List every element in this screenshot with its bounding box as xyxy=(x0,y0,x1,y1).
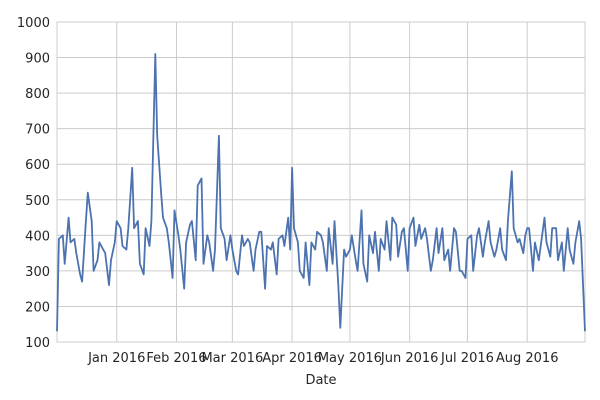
x-tick-label: Apr 2016 xyxy=(262,351,322,366)
x-tick-label: Jun 2016 xyxy=(380,351,439,366)
plot-frame xyxy=(56,21,586,343)
y-tick-label: 700 xyxy=(25,123,50,138)
series-line xyxy=(56,53,586,332)
y-tick-label: 300 xyxy=(25,265,50,280)
series-layer xyxy=(56,53,586,332)
x-tick-label: May 2016 xyxy=(318,351,382,366)
x-tick-label: Mar 2016 xyxy=(201,351,263,366)
y-tick-label: 100 xyxy=(25,336,50,351)
y-tick-label: 200 xyxy=(25,300,50,315)
x-axis-label: Date xyxy=(305,373,336,388)
y-tick-labels: 100 200 300 400 500 600 700 800 900 1000 xyxy=(17,16,50,351)
y-tick-label: 500 xyxy=(25,194,50,209)
y-tick-label: 800 xyxy=(25,87,50,102)
y-tick-label: 900 xyxy=(25,52,50,67)
x-tick-label: Aug 2016 xyxy=(496,351,559,366)
x-tick-label: Jan 2016 xyxy=(87,351,145,366)
x-tick-label: Feb 2016 xyxy=(146,351,206,366)
x-tick-label: Jul 2016 xyxy=(440,351,494,366)
y-tick-label: 600 xyxy=(25,158,50,173)
y-tick-label: 400 xyxy=(25,229,50,244)
y-tick-label: 1000 xyxy=(17,16,50,31)
